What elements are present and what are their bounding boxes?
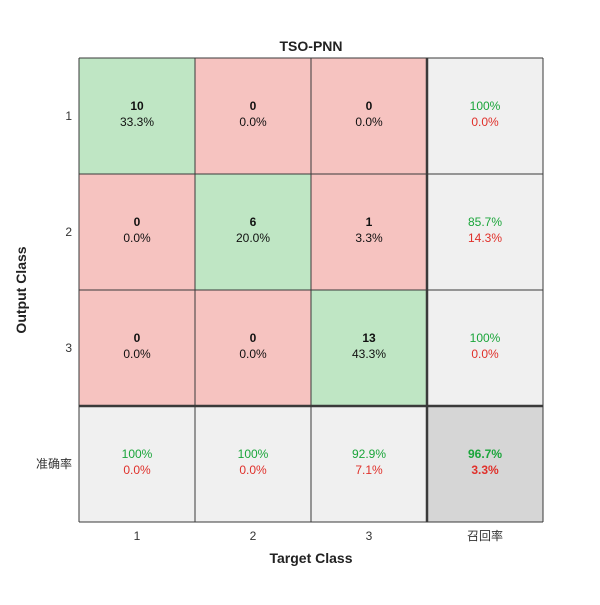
matrix-cell-3-3: [311, 290, 427, 406]
row-summary-correct-1: 100%: [470, 99, 501, 113]
x-tick-label-4: 召回率: [467, 528, 503, 543]
matrix-count-3-1: 0: [134, 331, 141, 345]
column-summary-wrong-2: 0.0%: [239, 463, 267, 477]
column-summary-cell-2: [195, 406, 311, 522]
column-summary-cell-1: [79, 406, 195, 522]
matrix-count-2-2: 6: [250, 215, 257, 229]
y-tick-label-2: 2: [65, 225, 72, 239]
matrix-count-1-3: 0: [366, 99, 373, 113]
matrix-percent-3-1: 0.0%: [123, 347, 151, 361]
row-summary-cell-2: [427, 174, 543, 290]
x-axis-label: Target Class: [270, 550, 353, 566]
column-summary-wrong-1: 0.0%: [123, 463, 151, 477]
y-tick-label-1: 1: [65, 109, 72, 123]
matrix-cell-1-2: [195, 58, 311, 174]
chart-title: TSO-PNN: [280, 38, 343, 54]
matrix-count-3-3: 13: [362, 331, 376, 345]
row-summary-wrong-1: 0.0%: [471, 115, 499, 129]
matrix-cell-3-1: [79, 290, 195, 406]
x-tick-label-3: 3: [366, 529, 373, 543]
matrix-cell-1-1: [79, 58, 195, 174]
y-tick-label-3: 3: [65, 341, 72, 355]
row-summary-cell-1: [427, 58, 543, 174]
matrix-percent-1-1: 33.3%: [120, 115, 154, 129]
column-summary-correct-3: 92.9%: [352, 447, 386, 461]
x-tick-label-2: 2: [250, 529, 257, 543]
column-summary-correct-2: 100%: [238, 447, 269, 461]
cell-text-layer: 10 33.3% 0 0.0% 0 0.0% 0 0.0% 6 20.0% 1 3.3% 0 0.0% 0 0…: [120, 99, 502, 477]
overall-accuracy-cell: [427, 406, 543, 522]
row-summary-correct-3: 100%: [470, 331, 501, 345]
row-summary-cell-3: [427, 290, 543, 406]
tick-layer: 1 2 3 召回率 1 2 3 准确率: [36, 109, 503, 543]
matrix-percent-2-1: 0.0%: [123, 231, 151, 245]
matrix-count-2-1: 0: [134, 215, 141, 229]
matrix-count-1-2: 0: [250, 99, 257, 113]
matrix-percent-2-2: 20.0%: [236, 231, 270, 245]
column-summary-correct-1: 100%: [122, 447, 153, 461]
row-summary-correct-2: 85.7%: [468, 215, 502, 229]
grid-layer: [78, 57, 544, 523]
matrix-cell-2-3: [311, 174, 427, 290]
overall-wrong: 3.3%: [471, 463, 499, 477]
matrix-percent-3-2: 0.0%: [239, 347, 267, 361]
matrix-count-2-3: 1: [366, 215, 373, 229]
y-tick-label-4: 准确率: [36, 456, 72, 471]
matrix-cell-2-1: [79, 174, 195, 290]
row-summary-wrong-2: 14.3%: [468, 231, 502, 245]
matrix-count-3-2: 0: [250, 331, 257, 345]
matrix-percent-2-3: 3.3%: [355, 231, 383, 245]
matrix-percent-1-3: 0.0%: [355, 115, 383, 129]
column-summary-cell-3: [311, 406, 427, 522]
matrix-percent-3-3: 43.3%: [352, 347, 386, 361]
matrix-cell-2-2: [195, 174, 311, 290]
row-summary-wrong-3: 0.0%: [471, 347, 499, 361]
x-tick-label-1: 1: [134, 529, 141, 543]
cells-layer: [79, 58, 543, 522]
overall-correct: 96.7%: [468, 447, 502, 461]
matrix-percent-1-2: 0.0%: [239, 115, 267, 129]
matrix-count-1-1: 10: [130, 99, 144, 113]
y-axis-label: Output Class: [13, 246, 29, 333]
column-summary-wrong-3: 7.1%: [355, 463, 383, 477]
matrix-cell-1-3: [311, 58, 427, 174]
matrix-cell-3-2: [195, 290, 311, 406]
